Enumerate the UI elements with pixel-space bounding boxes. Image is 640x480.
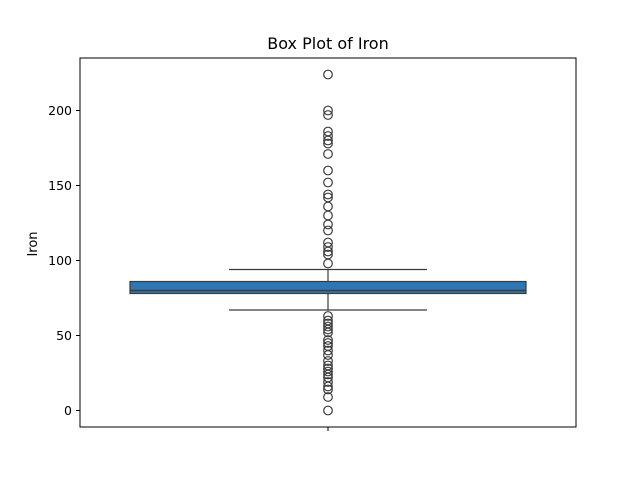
outlier-point (323, 219, 333, 230)
outlier-point (323, 225, 333, 236)
y-tick-label: 100 (48, 253, 72, 268)
outlier-point (323, 356, 333, 366)
outlier-point (323, 366, 333, 377)
outlier-point (323, 165, 333, 176)
outlier-point (323, 105, 333, 116)
outlier-point (323, 201, 333, 212)
outlier-point (323, 311, 333, 321)
outlier-point (323, 324, 333, 335)
outlier-point (323, 110, 333, 120)
outlier-point (323, 246, 333, 257)
outlier-point (323, 321, 333, 332)
outlier-point (323, 189, 333, 200)
outlier-point (323, 392, 333, 402)
outlier-point (323, 405, 333, 416)
outlier-point (323, 369, 333, 380)
outlier-point (323, 131, 333, 141)
outlier-point (323, 242, 333, 252)
outlier-point (323, 338, 333, 348)
outlier-point (323, 210, 333, 221)
outlier-point (323, 345, 333, 356)
plot-area (129, 69, 527, 416)
outlier-point (323, 258, 333, 269)
y-tick-label: 200 (48, 103, 72, 118)
outlier-point (323, 335, 333, 345)
outlier-point (323, 327, 333, 338)
iqr-box (129, 280, 527, 295)
outlier-point (323, 350, 333, 360)
y-axis-label: Iron (26, 231, 41, 256)
chart-title: Box Plot of Iron (267, 34, 388, 53)
outlier-point (323, 384, 333, 395)
outlier-point (323, 377, 333, 387)
outlier-point (323, 149, 333, 159)
y-tick-label: 50 (56, 328, 72, 343)
outlier-point (323, 135, 333, 146)
outlier-point (323, 381, 333, 392)
outlier-point (323, 69, 333, 80)
y-tick-label: 0 (64, 403, 72, 418)
y-tick-label: 150 (48, 178, 72, 193)
outlier-point (323, 177, 333, 188)
outlier-point (323, 138, 333, 149)
